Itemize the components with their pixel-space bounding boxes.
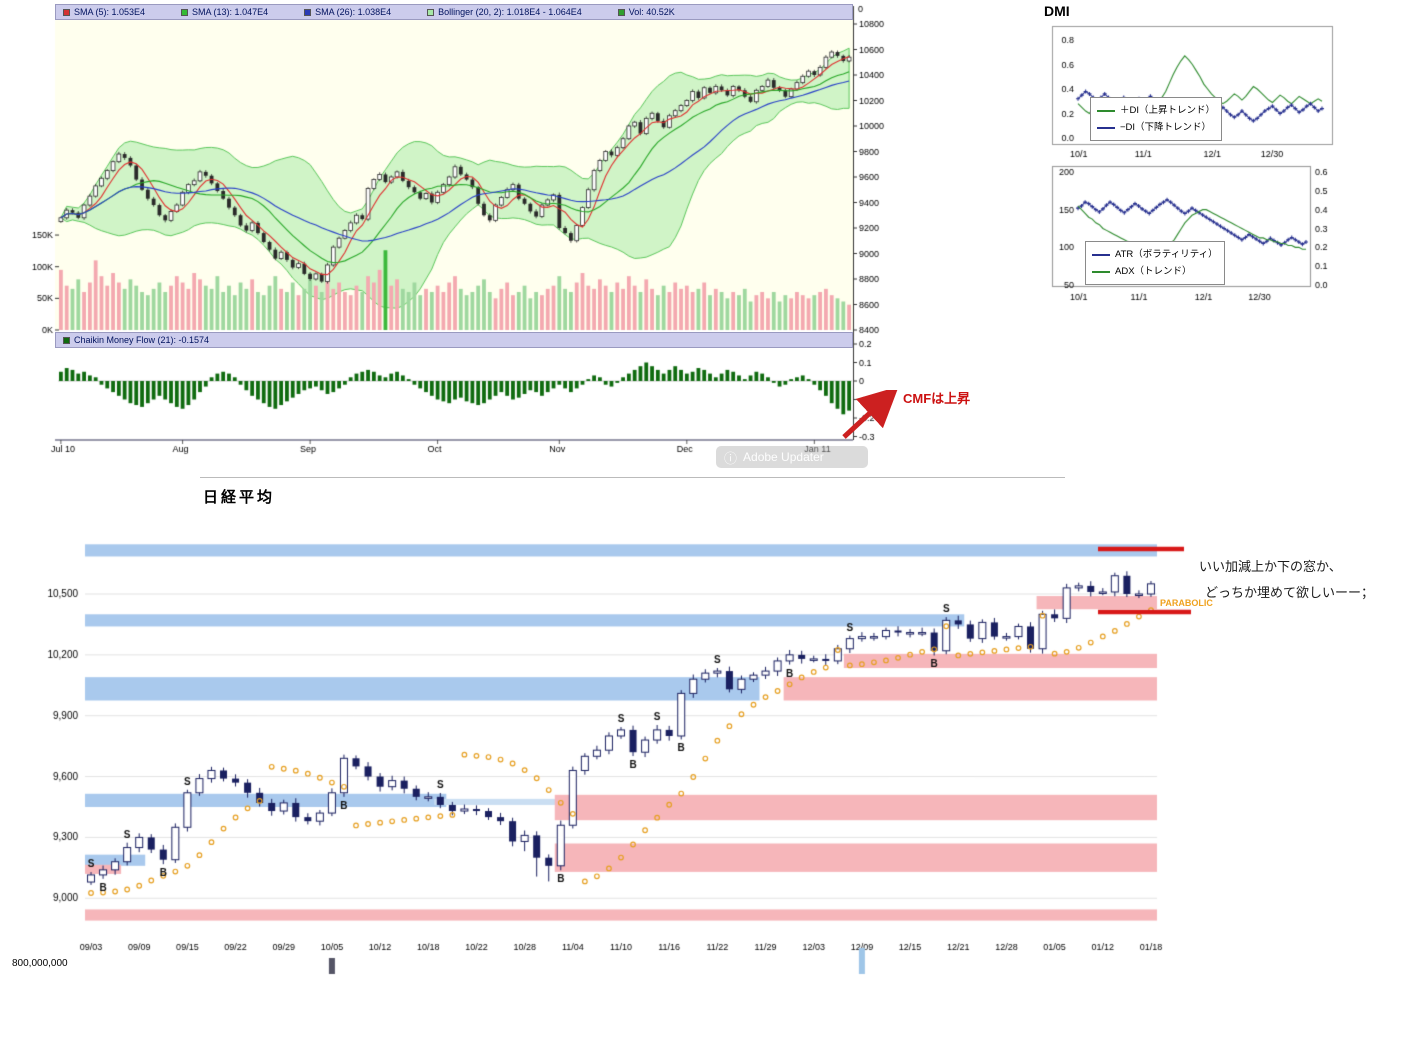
legend-item-volume: Vol: 40.52K bbox=[617, 7, 675, 17]
info-icon: ⓘ bbox=[724, 450, 738, 466]
price-volume-cmf-chart-canvas bbox=[0, 0, 900, 470]
window-note-line2: どっちか埋めて欲しいーー； bbox=[1205, 585, 1375, 600]
sma26-color-chip bbox=[304, 8, 312, 16]
bollinger-color-chip bbox=[427, 8, 435, 16]
legend-label: SMA (13): 1.047E4 bbox=[192, 7, 269, 17]
legend-item-sma13: SMA (13): 1.047E4 bbox=[181, 7, 268, 17]
adx-line-sample bbox=[1092, 270, 1110, 273]
section-divider bbox=[200, 477, 1065, 478]
legend-label: Vol: 40.52K bbox=[628, 7, 675, 17]
legend-label: SMA (5): 1.053E4 bbox=[74, 7, 146, 17]
bottom-chart-title: 日経平均 bbox=[203, 489, 276, 506]
cmf-header-label: Chaikin Money Flow (21): -0.1574 bbox=[74, 335, 210, 345]
legend-item-bollinger: Bollinger (20, 2): 1.018E4 - 1.064E4 bbox=[427, 7, 582, 17]
adx-legend-row: ADX（トレンド） bbox=[1092, 263, 1218, 280]
atr-line-sample bbox=[1092, 253, 1110, 256]
parabolic-label: PARABOLIC bbox=[1160, 598, 1213, 608]
adx-label: ADX（トレンド） bbox=[1115, 266, 1192, 277]
cmf-annotation: CMFは上昇 bbox=[903, 391, 971, 406]
minus-di-legend-row: −DI（下降トレンド） bbox=[1097, 119, 1215, 136]
legend-item-sma26: SMA (26): 1.038E4 bbox=[304, 7, 391, 17]
legend-label: SMA (26): 1.038E4 bbox=[315, 7, 392, 17]
cmf-header-bar: Chaikin Money Flow (21): -0.1574 bbox=[55, 332, 853, 348]
window-note-line1: いい加減上か下の窓か、 bbox=[1199, 559, 1342, 574]
dmi-title: DMI bbox=[1044, 3, 1070, 19]
plus-di-legend-row: ＋DI（上昇トレンド） bbox=[1097, 102, 1215, 119]
plus-di-label: ＋DI（上昇トレンド） bbox=[1120, 105, 1216, 116]
legend-item-sma5: SMA (5): 1.053E4 bbox=[63, 7, 145, 17]
sma5-color-chip bbox=[63, 8, 70, 16]
plus-di-line-sample bbox=[1097, 109, 1115, 112]
atr-adx-legend: ATR（ボラティリティ） ADX（トレンド） bbox=[1085, 241, 1225, 285]
minus-di-line-sample bbox=[1097, 126, 1115, 129]
adobe-updater-toast[interactable]: ⓘ Adobe Updater bbox=[716, 446, 868, 468]
indicator-legend-bar: SMA (5): 1.053E4 SMA (13): 1.047E4 SMA (… bbox=[55, 4, 853, 20]
atr-legend-row: ATR（ボラティリティ） bbox=[1092, 246, 1218, 263]
volume-axis-label: 800,000,000 bbox=[12, 958, 68, 969]
cmf-color-chip bbox=[63, 336, 70, 344]
minus-di-label: −DI（下降トレンド） bbox=[1120, 122, 1212, 133]
cmf-up-arrow-icon bbox=[842, 390, 898, 439]
di-legend: ＋DI（上昇トレンド） −DI（下降トレンド） bbox=[1090, 97, 1223, 141]
volume-color-chip bbox=[617, 8, 625, 16]
watermark-label: Adobe Updater bbox=[743, 450, 824, 464]
cmf-legend-item: Chaikin Money Flow (21): -0.1574 bbox=[63, 335, 209, 345]
atr-label: ATR（ボラティリティ） bbox=[1115, 249, 1218, 260]
sma13-color-chip bbox=[181, 8, 189, 16]
nikkei-candlestick-canvas bbox=[0, 480, 1424, 1038]
legend-label: Bollinger (20, 2): 1.018E4 - 1.064E4 bbox=[438, 7, 582, 17]
